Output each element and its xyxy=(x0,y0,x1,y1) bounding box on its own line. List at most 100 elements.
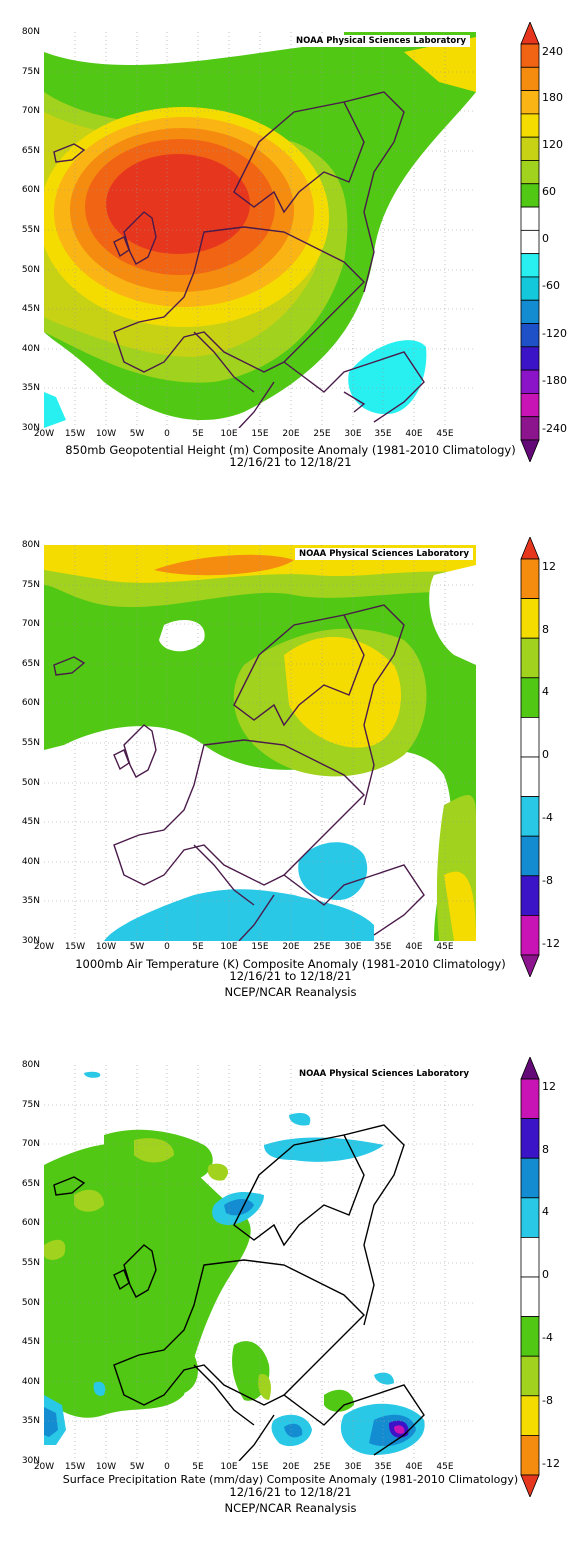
colorbar-label: 180 xyxy=(542,91,563,104)
colorbar-segment xyxy=(520,1434,540,1476)
lat-tick: 60N xyxy=(21,185,40,195)
lat-tick: 50N xyxy=(21,778,40,788)
colorbar-segment xyxy=(520,1395,540,1436)
colorbar-label: -4 xyxy=(542,811,553,824)
colorbar-label: -8 xyxy=(542,1394,553,1407)
lat-tick: 80N xyxy=(21,27,40,37)
lat-tick: 40N xyxy=(21,344,40,354)
lon-tick: 0 xyxy=(164,429,170,439)
coastlines xyxy=(53,604,425,941)
colorbar-segment xyxy=(520,535,540,560)
lon-tick: 10W xyxy=(95,1462,117,1472)
lat-tick: 70N xyxy=(21,106,40,116)
colorbar-label: 4 xyxy=(542,685,549,698)
colorbar-label: 8 xyxy=(542,1143,549,1156)
colorbar-label: 0 xyxy=(542,232,549,245)
lon-tick: 10W xyxy=(95,429,117,439)
map-canvas xyxy=(44,1065,476,1461)
lon-tick: 35E xyxy=(374,1462,392,1472)
colorbar-segment xyxy=(520,229,540,255)
colorbar-graphic xyxy=(520,535,540,979)
colorbar-segment xyxy=(520,276,540,301)
colorbar-segment xyxy=(520,558,540,599)
lon-tick: 45E xyxy=(436,942,454,952)
colorbar-segment xyxy=(520,954,540,979)
lat-tick: 35N xyxy=(21,383,40,393)
lon-tick: 25E xyxy=(313,429,331,439)
colorbar xyxy=(520,20,540,464)
lat-tick: 60N xyxy=(21,698,40,708)
lon-tick: 20W xyxy=(33,942,55,952)
colorbar-graphic xyxy=(520,20,540,464)
lon-tick: 10E xyxy=(220,429,238,439)
colorbar-label: -12 xyxy=(542,1457,560,1470)
colorbar-segment xyxy=(520,90,540,115)
colorbar-label: -12 xyxy=(542,937,560,950)
lat-tick: 50N xyxy=(21,265,40,275)
colorbar-segment xyxy=(520,835,540,877)
colorbar-segment xyxy=(520,20,540,45)
lat-tick: 30N xyxy=(21,423,40,433)
lat-tick: 35N xyxy=(21,1416,40,1426)
lon-tick: 20E xyxy=(282,429,300,439)
colorbar-segment xyxy=(520,160,540,185)
colorbar-label: -4 xyxy=(542,1331,553,1344)
lon-tick: 10W xyxy=(95,942,117,952)
lon-tick: 30E xyxy=(344,1462,362,1472)
colorbar-segment xyxy=(520,206,540,231)
colorbar-segment xyxy=(520,346,540,371)
colorbar-segment xyxy=(520,796,540,837)
colorbar-label: -120 xyxy=(542,327,567,340)
lat-tick: 65N xyxy=(21,146,40,156)
lat-tick: 80N xyxy=(21,540,40,550)
map-precipitation: NOAA Physical Sciences Laboratory xyxy=(44,1065,476,1461)
lon-tick: 15W xyxy=(64,1462,86,1472)
caption-title: 850mb Geopotential Height (m) Composite … xyxy=(65,443,516,457)
grid-lines xyxy=(44,545,476,941)
map-850mb-height: NOAA Physical Sciences Laboratory xyxy=(44,32,476,428)
lat-tick: 70N xyxy=(21,1139,40,1149)
credit-label: NOAA Physical Sciences Laboratory xyxy=(294,548,473,560)
colorbar-label: -180 xyxy=(542,374,567,387)
colorbar-segment xyxy=(520,875,540,916)
grid-lines xyxy=(44,32,476,428)
colorbar-label: 4 xyxy=(542,1205,549,1218)
caption-source: NCEP/NCAR Reanalysis xyxy=(224,1501,357,1515)
caption-title: Surface Precipitation Rate (mm/day) Comp… xyxy=(62,1473,519,1486)
lon-tick: 15W xyxy=(64,942,86,952)
colorbar-label: -60 xyxy=(542,279,560,292)
caption-dates: 12/16/21 to 12/18/21 xyxy=(229,1485,352,1499)
lat-tick: 55N xyxy=(21,225,40,235)
colorbar-label: 120 xyxy=(542,138,563,151)
colorbar-segment xyxy=(520,43,540,68)
lat-tick: 40N xyxy=(21,857,40,867)
lon-tick: 5W xyxy=(129,942,145,952)
lon-tick: 35E xyxy=(374,429,392,439)
lat-tick: 75N xyxy=(21,67,40,77)
grid-lines xyxy=(44,1065,476,1461)
colorbar-segment xyxy=(520,598,540,639)
colorbar-segment xyxy=(520,369,540,394)
lon-tick: 30E xyxy=(344,429,362,439)
lat-tick: 50N xyxy=(21,1298,40,1308)
colorbar-label: -8 xyxy=(542,874,553,887)
panel-precipitation-rate: NOAA Physical Sciences Laboratory 80N 75… xyxy=(0,1035,581,1550)
colorbar-label: 60 xyxy=(542,185,556,198)
colorbar xyxy=(520,535,540,979)
colorbar-segment xyxy=(520,756,540,797)
lon-tick: 15E xyxy=(251,1462,269,1472)
lon-tick: 5E xyxy=(192,1462,204,1472)
colorbar-segment xyxy=(520,1197,540,1238)
map-canvas xyxy=(44,545,476,941)
colorbar-segment xyxy=(520,1236,540,1278)
colorbar-segment xyxy=(520,253,540,278)
colorbar-segment xyxy=(520,1078,540,1119)
lat-tick: 65N xyxy=(21,1179,40,1189)
caption-dates: 12/16/21 to 12/18/21 xyxy=(229,455,352,469)
lat-tick: 65N xyxy=(21,659,40,669)
lon-tick: 35E xyxy=(374,942,392,952)
lon-tick: 5E xyxy=(192,429,204,439)
colorbar-segment xyxy=(520,416,540,441)
coastlines xyxy=(53,1124,425,1461)
lon-tick: 10E xyxy=(220,1462,238,1472)
